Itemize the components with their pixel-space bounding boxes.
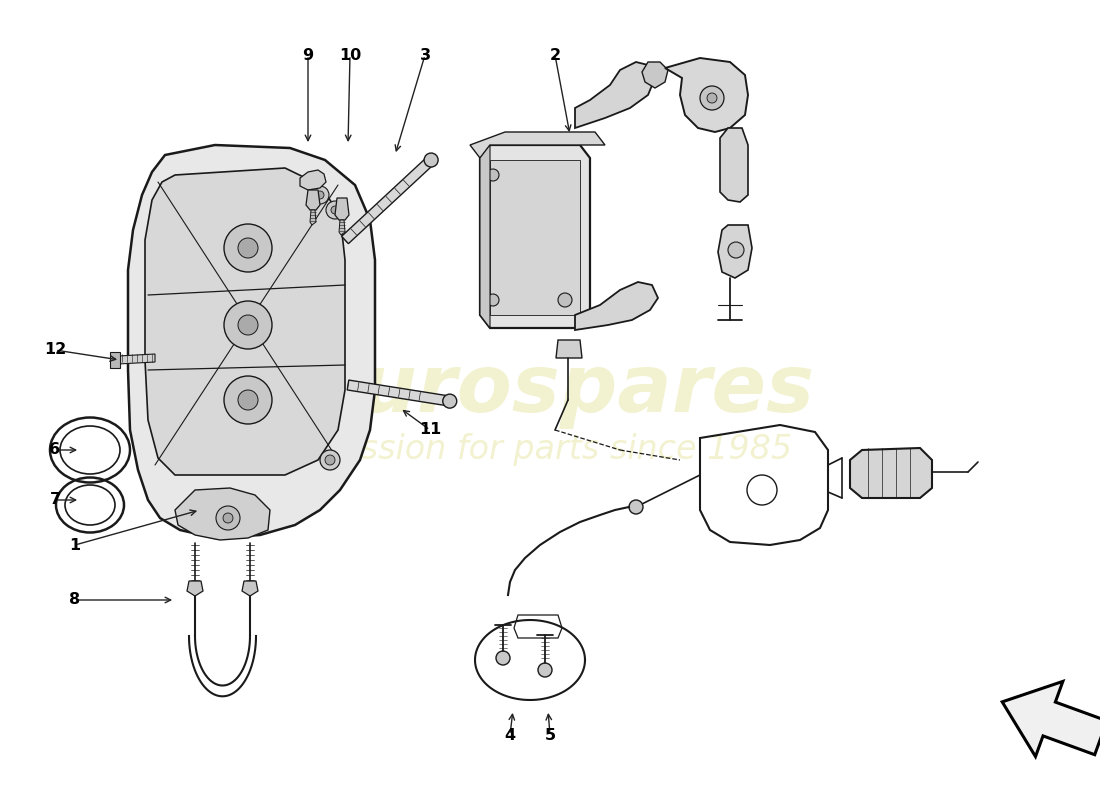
Text: 10: 10 xyxy=(339,47,361,62)
Polygon shape xyxy=(175,488,270,540)
Text: 6: 6 xyxy=(50,442,60,458)
Polygon shape xyxy=(339,220,345,235)
Text: 5: 5 xyxy=(544,727,556,742)
Polygon shape xyxy=(300,170,326,190)
Circle shape xyxy=(331,206,339,214)
Polygon shape xyxy=(480,145,590,328)
Polygon shape xyxy=(718,225,752,278)
Circle shape xyxy=(216,506,240,530)
Circle shape xyxy=(238,315,258,335)
Polygon shape xyxy=(575,62,654,128)
Polygon shape xyxy=(187,581,204,596)
Text: 3: 3 xyxy=(419,47,430,62)
Polygon shape xyxy=(306,190,320,210)
Polygon shape xyxy=(128,145,375,538)
Text: 1: 1 xyxy=(69,538,80,553)
Text: 9: 9 xyxy=(302,47,313,62)
Text: 4: 4 xyxy=(505,727,516,742)
Circle shape xyxy=(487,294,499,306)
Circle shape xyxy=(224,301,272,349)
Text: 11: 11 xyxy=(419,422,441,438)
Circle shape xyxy=(425,153,438,167)
Text: 2: 2 xyxy=(549,47,561,62)
Circle shape xyxy=(496,651,510,665)
Circle shape xyxy=(700,86,724,110)
Circle shape xyxy=(443,394,456,408)
Circle shape xyxy=(311,186,329,204)
Polygon shape xyxy=(145,168,345,475)
Polygon shape xyxy=(110,352,120,368)
Circle shape xyxy=(224,376,272,424)
Circle shape xyxy=(629,500,644,514)
Polygon shape xyxy=(470,132,605,158)
Polygon shape xyxy=(336,198,349,220)
Polygon shape xyxy=(556,340,582,358)
Text: a passion for parts since 1985: a passion for parts since 1985 xyxy=(288,434,792,466)
Polygon shape xyxy=(575,282,658,330)
Polygon shape xyxy=(642,62,668,88)
Circle shape xyxy=(707,93,717,103)
Circle shape xyxy=(224,224,272,272)
Polygon shape xyxy=(1002,682,1100,757)
Polygon shape xyxy=(348,380,451,406)
Circle shape xyxy=(538,663,552,677)
Polygon shape xyxy=(242,581,258,596)
Text: 7: 7 xyxy=(50,493,60,507)
Circle shape xyxy=(487,169,499,181)
Circle shape xyxy=(223,513,233,523)
Text: eurospares: eurospares xyxy=(306,351,814,429)
Polygon shape xyxy=(720,128,748,202)
Text: 8: 8 xyxy=(69,593,80,607)
Polygon shape xyxy=(310,210,316,225)
Circle shape xyxy=(238,238,258,258)
Polygon shape xyxy=(480,145,490,328)
Circle shape xyxy=(728,242,744,258)
Circle shape xyxy=(238,390,258,410)
Circle shape xyxy=(558,293,572,307)
Polygon shape xyxy=(118,354,155,364)
Polygon shape xyxy=(342,158,433,244)
Circle shape xyxy=(320,450,340,470)
Polygon shape xyxy=(666,58,748,132)
Circle shape xyxy=(316,191,324,199)
Polygon shape xyxy=(850,448,932,498)
Polygon shape xyxy=(490,160,580,315)
Circle shape xyxy=(324,455,336,465)
Circle shape xyxy=(326,201,344,219)
Text: 12: 12 xyxy=(44,342,66,358)
